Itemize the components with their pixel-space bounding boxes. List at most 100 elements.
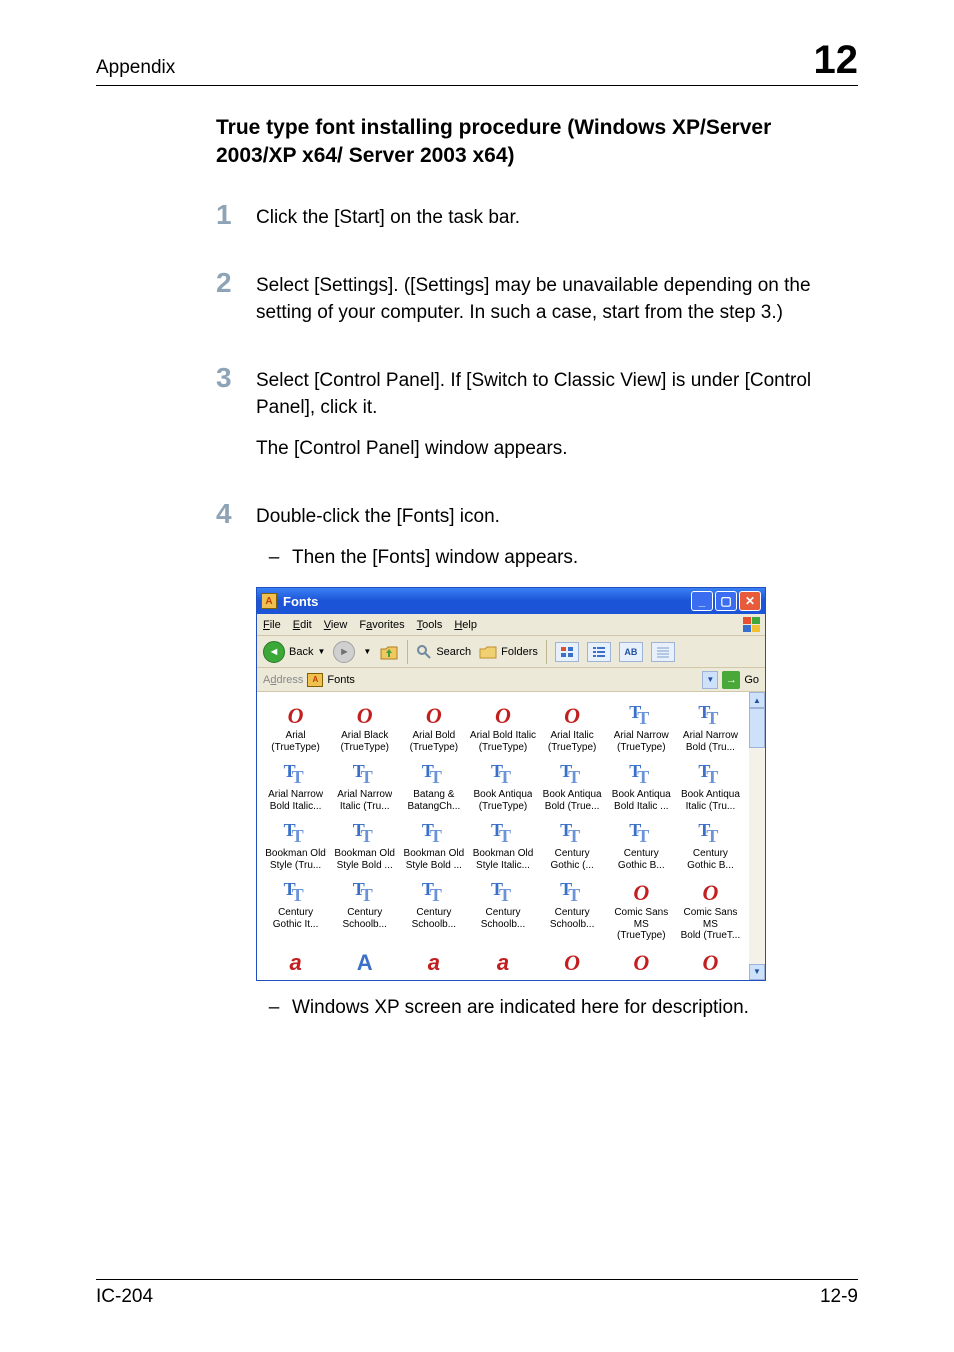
font-item[interactable]: O bbox=[676, 948, 745, 978]
windows-flag-icon bbox=[743, 617, 761, 633]
address-dropdown-icon[interactable]: ▼ bbox=[702, 671, 718, 689]
font-item[interactable]: OComic Sans MSBold (TrueT... bbox=[676, 877, 745, 942]
font-label: Bookman OldStyle Bold ... bbox=[334, 848, 395, 871]
chapter-number: 12 bbox=[814, 38, 859, 83]
opentype-font-icon: O bbox=[487, 700, 519, 730]
font-item[interactable]: Arial NarrowBold (Tru... bbox=[676, 700, 745, 753]
menu-help[interactable]: Help bbox=[454, 619, 477, 631]
scroll-track[interactable] bbox=[749, 708, 765, 964]
go-icon[interactable]: → bbox=[722, 671, 740, 689]
menu-file[interactable]: File bbox=[263, 619, 281, 631]
font-item[interactable]: Arial NarrowBold Italic... bbox=[261, 759, 330, 812]
font-item[interactable]: Bookman OldStyle (Tru... bbox=[261, 818, 330, 871]
sub-dash: – bbox=[256, 995, 292, 1022]
step-number: 2 bbox=[216, 269, 256, 297]
font-item[interactable]: CenturyGothic B... bbox=[607, 818, 676, 871]
truetype-font-icon bbox=[556, 818, 588, 848]
post-sub-text: Windows XP screen are indicated here for… bbox=[292, 995, 854, 1022]
font-item[interactable]: Book AntiquaBold (True... bbox=[538, 759, 607, 812]
font-item[interactable]: O bbox=[607, 948, 676, 978]
menu-edit[interactable]: Edit bbox=[293, 619, 312, 631]
font-item[interactable]: CenturySchoolb... bbox=[330, 877, 399, 942]
font-label: Book AntiquaItalic (Tru... bbox=[681, 789, 740, 812]
font-item[interactable]: OArial Bold(TrueType) bbox=[399, 700, 468, 753]
font-label: Bookman OldStyle Italic... bbox=[473, 848, 534, 871]
font-item[interactable]: Bookman OldStyle Bold ... bbox=[399, 818, 468, 871]
font-item[interactable]: a bbox=[468, 948, 537, 978]
menu-view[interactable]: View bbox=[324, 619, 348, 631]
font-item[interactable]: Book AntiquaItalic (Tru... bbox=[676, 759, 745, 812]
menu-tools[interactable]: Tools bbox=[417, 619, 443, 631]
step-text: Select [Control Panel]. If [Switch to Cl… bbox=[256, 368, 854, 421]
font-item[interactable]: a bbox=[261, 948, 330, 978]
font-item[interactable]: OComic Sans MS(TrueType) bbox=[607, 877, 676, 942]
folders-button[interactable]: Folders bbox=[479, 644, 538, 660]
font-item[interactable]: O bbox=[538, 948, 607, 978]
back-dropdown-icon[interactable]: ▼ bbox=[317, 647, 325, 656]
font-item[interactable]: Arial NarrowItalic (Tru... bbox=[330, 759, 399, 812]
folders-icon bbox=[479, 644, 497, 660]
font-item[interactable]: OArial(TrueType) bbox=[261, 700, 330, 753]
opentype-font-icon: O bbox=[349, 700, 381, 730]
go-label[interactable]: Go bbox=[744, 674, 759, 686]
opentype-font-icon: O bbox=[556, 700, 588, 730]
search-button[interactable]: Search bbox=[416, 644, 471, 660]
font-item[interactable]: CenturySchoolb... bbox=[538, 877, 607, 942]
toolbar-separator bbox=[407, 640, 408, 664]
font-item[interactable]: OArial Italic(TrueType) bbox=[538, 700, 607, 753]
minimize-button[interactable]: _ bbox=[691, 591, 713, 611]
truetype-font-icon bbox=[487, 818, 519, 848]
font-item[interactable]: Batang &BatangCh... bbox=[399, 759, 468, 812]
font-item[interactable]: CenturySchoolb... bbox=[399, 877, 468, 942]
font-item[interactable]: CenturyGothic (... bbox=[538, 818, 607, 871]
window-titlebar[interactable]: A Fonts _ ▢ ✕ bbox=[257, 588, 765, 614]
truetype-font-icon bbox=[349, 818, 381, 848]
view-details-button[interactable] bbox=[651, 642, 675, 662]
back-button[interactable]: ◄ Back ▼ bbox=[263, 641, 325, 663]
address-value[interactable]: Fonts bbox=[327, 674, 698, 686]
truetype-font-icon bbox=[625, 759, 657, 789]
font-item[interactable]: Arial Narrow(TrueType) bbox=[607, 700, 676, 753]
footer-right: 12-9 bbox=[820, 1286, 858, 1308]
font-glyph-icon: a bbox=[280, 948, 312, 978]
font-item[interactable]: CenturyGothic B... bbox=[676, 818, 745, 871]
menu-favorites[interactable]: Favorites bbox=[359, 619, 404, 631]
forward-button[interactable]: ► bbox=[333, 641, 355, 663]
font-item[interactable]: A bbox=[330, 948, 399, 978]
step-text: The [Control Panel] window appears. bbox=[256, 436, 854, 463]
forward-dropdown-icon[interactable]: ▼ bbox=[363, 647, 371, 656]
font-label: Arial Italic(TrueType) bbox=[548, 730, 597, 753]
maximize-button[interactable]: ▢ bbox=[715, 591, 737, 611]
font-label: Arial NarrowBold (Tru... bbox=[683, 730, 738, 753]
truetype-font-icon bbox=[418, 818, 450, 848]
close-button[interactable]: ✕ bbox=[739, 591, 761, 611]
font-item[interactable]: OArial Black(TrueType) bbox=[330, 700, 399, 753]
font-item[interactable]: a bbox=[399, 948, 468, 978]
view-list-button[interactable] bbox=[587, 642, 611, 662]
address-bar: Address A Fonts ▼ → Go bbox=[257, 668, 765, 692]
view-ab-button[interactable]: AB bbox=[619, 642, 643, 662]
toolbar: ◄ Back ▼ ► ▼ Search bbox=[257, 636, 765, 668]
truetype-font-icon bbox=[487, 759, 519, 789]
scroll-thumb[interactable] bbox=[749, 708, 765, 748]
up-button[interactable] bbox=[379, 643, 399, 661]
truetype-font-icon bbox=[625, 700, 657, 730]
opentype-font-icon: O bbox=[556, 948, 588, 978]
font-item[interactable]: Bookman OldStyle Italic... bbox=[468, 818, 537, 871]
vertical-scrollbar[interactable]: ▲ ▼ bbox=[749, 692, 765, 980]
step-text: Double-click the [Fonts] icon. bbox=[256, 504, 854, 531]
scroll-up-button[interactable]: ▲ bbox=[749, 692, 765, 708]
font-item[interactable]: Book Antiqua(TrueType) bbox=[468, 759, 537, 812]
font-item[interactable]: Bookman OldStyle Bold ... bbox=[330, 818, 399, 871]
scroll-down-button[interactable]: ▼ bbox=[749, 964, 765, 980]
opentype-font-icon: O bbox=[625, 877, 657, 907]
font-item[interactable]: CenturyGothic It... bbox=[261, 877, 330, 942]
font-label: CenturyGothic B... bbox=[618, 848, 665, 871]
window-title: Fonts bbox=[283, 594, 691, 609]
opentype-font-icon: O bbox=[694, 948, 726, 978]
font-item[interactable]: OArial Bold Italic(TrueType) bbox=[468, 700, 537, 753]
font-label: CenturySchoolb... bbox=[412, 907, 456, 930]
view-large-icons-button[interactable] bbox=[555, 642, 579, 662]
font-item[interactable]: Book AntiquaBold Italic ... bbox=[607, 759, 676, 812]
font-item[interactable]: CenturySchoolb... bbox=[468, 877, 537, 942]
